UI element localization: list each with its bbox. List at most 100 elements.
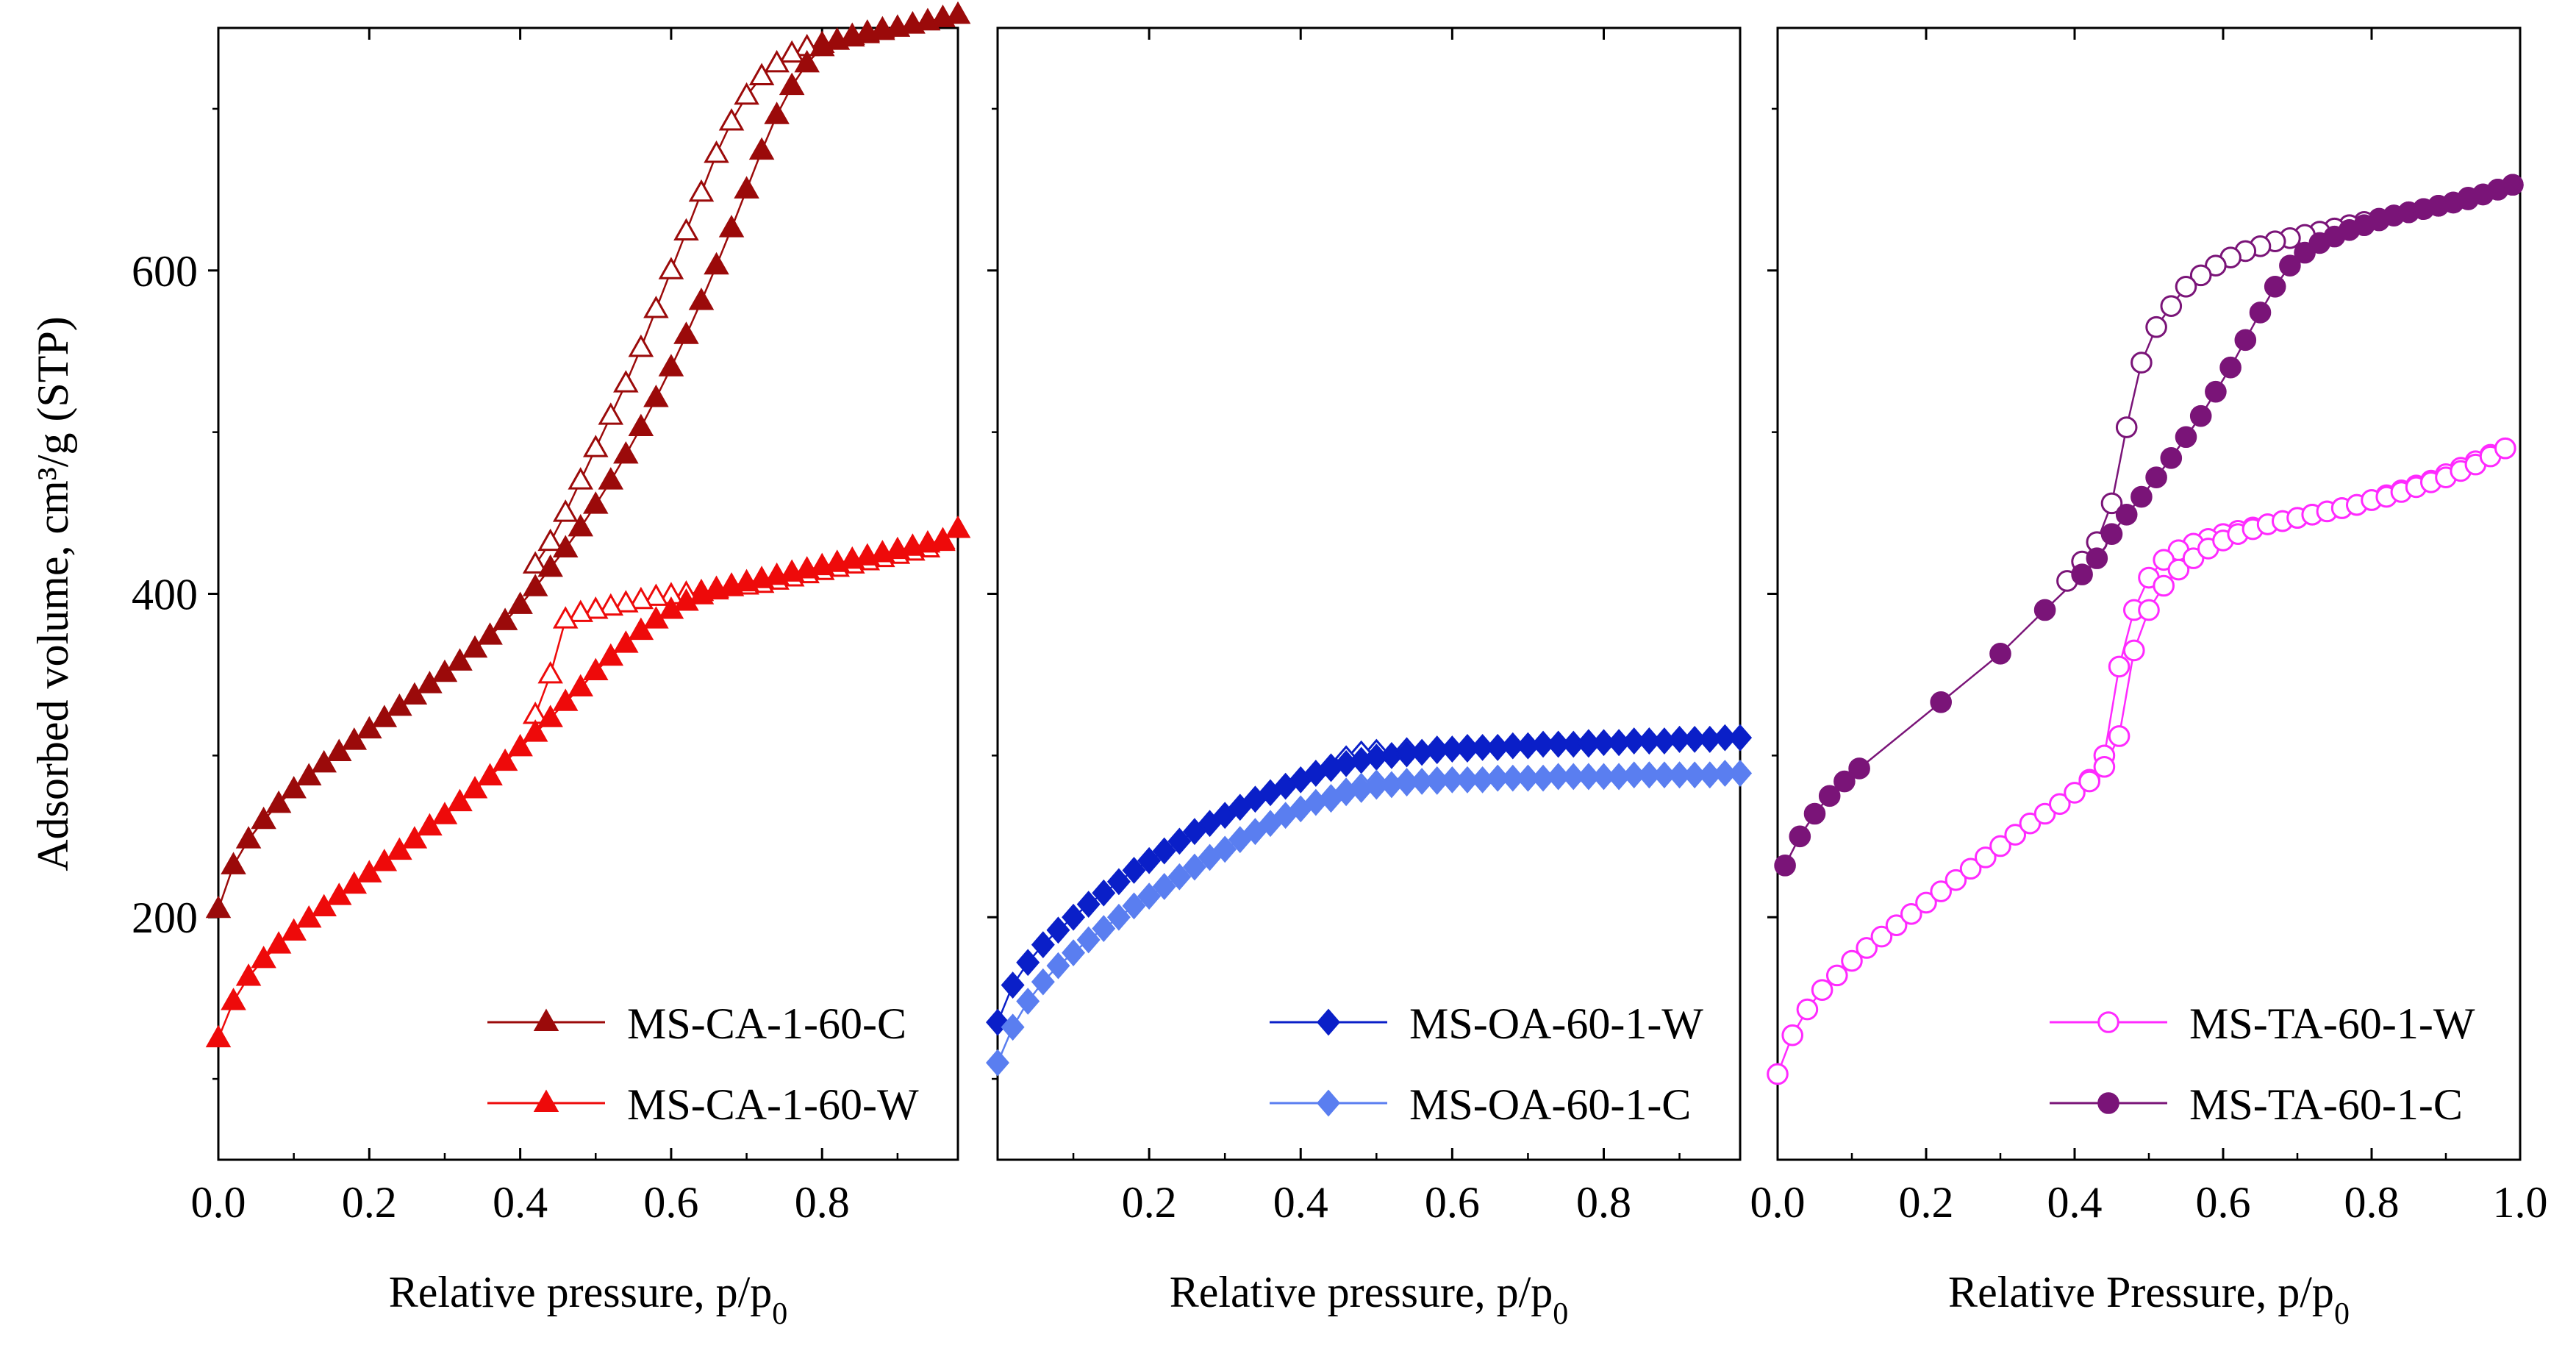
- legend-label: MS-OA-60-1-W: [1409, 999, 1703, 1048]
- adsorption-point: [945, 516, 971, 538]
- adsorption-point: [1944, 869, 1967, 891]
- adsorption-point: [2078, 770, 2100, 793]
- adsorption-point: [1152, 837, 1176, 865]
- adsorption-line: [1783, 184, 2514, 866]
- adsorption-point: [2100, 523, 2123, 545]
- adsorption-point: [417, 671, 443, 693]
- adsorption-point: [1841, 949, 1863, 972]
- y-tick-label: 200: [132, 894, 198, 942]
- adsorption-point: [598, 643, 624, 666]
- y-axis-title: Adsorbed volume, cm³/g (STP): [29, 316, 77, 871]
- x-tick-label: 0.6: [1425, 1178, 1480, 1227]
- adsorption-point: [462, 776, 488, 799]
- adsorption-line: [217, 528, 959, 1039]
- adsorption-point: [2160, 447, 2183, 469]
- adsorption-point: [417, 813, 443, 836]
- x-tick-label: 0.8: [2344, 1178, 2400, 1227]
- adsorption-point: [1106, 868, 1131, 896]
- series-MS-OA-60-1-W: [986, 724, 1752, 1036]
- adsorption-point: [1930, 691, 1952, 713]
- adsorption-point: [296, 763, 322, 785]
- desorption-point: [537, 660, 563, 684]
- adsorption-point: [1092, 879, 1116, 907]
- x-axis-title-subscript: 0: [1553, 1297, 1568, 1331]
- adsorption-point: [688, 288, 715, 310]
- adsorption-point: [2123, 639, 2145, 662]
- desorption-point: [2175, 275, 2197, 298]
- adsorption-point: [2033, 802, 2056, 825]
- adsorption-point: [2064, 782, 2086, 804]
- adsorption-point: [1803, 802, 1826, 825]
- series-MS-CA-1-60-C: [205, 1, 971, 919]
- adsorption-point: [1959, 857, 1982, 880]
- adsorption-point: [1930, 880, 1952, 902]
- adsorption-point: [2175, 426, 2197, 449]
- legend-label: MS-OA-60-1-C: [1409, 1080, 1691, 1129]
- adsorption-point: [432, 659, 458, 682]
- legend-label: MS-TA-60-1-C: [2189, 1080, 2463, 1129]
- adsorption-point: [1767, 1063, 1789, 1085]
- legend-marker: [1317, 1089, 1340, 1117]
- adsorption-point: [613, 630, 639, 653]
- adsorption-point: [1137, 882, 1162, 910]
- adsorption-point: [1728, 724, 1752, 752]
- desorption-point: [568, 599, 594, 622]
- adsorption-point: [492, 748, 518, 771]
- adsorption-point: [734, 176, 759, 199]
- adsorption-point: [507, 591, 533, 614]
- adsorption-point: [1826, 964, 1848, 987]
- adsorption-point: [1915, 891, 1937, 914]
- x-tick-label: 0.4: [493, 1178, 548, 1227]
- adsorption-point: [1122, 857, 1146, 884]
- adsorption-point: [341, 871, 368, 894]
- adsorption-point: [1774, 855, 1796, 877]
- adsorption-point: [1122, 892, 1146, 920]
- adsorption-point: [1016, 949, 1040, 977]
- adsorption-point: [1870, 925, 1893, 948]
- plot-frame: [1776, 26, 2522, 1161]
- adsorption-point: [281, 776, 307, 799]
- adsorption-point: [794, 49, 820, 73]
- adsorption-point: [1833, 770, 1856, 793]
- adsorption-point: [371, 705, 398, 727]
- legend: MS-CA-1-60-C MS-CA-1-60-W: [487, 999, 919, 1129]
- adsorption-point: [764, 101, 790, 124]
- adsorption-point: [2019, 812, 2042, 835]
- y-tick-label: 600: [132, 247, 198, 296]
- desorption-point: [2145, 315, 2167, 338]
- x-tick-label: 0.4: [1273, 1178, 1328, 1227]
- adsorption-point: [1076, 891, 1101, 919]
- desorption-point: [643, 583, 669, 606]
- adsorption-point: [221, 852, 246, 874]
- adsorption-point: [357, 860, 382, 882]
- adsorption-point: [1001, 971, 1025, 999]
- adsorption-point: [582, 491, 609, 514]
- x-tick-label: 0.6: [643, 1178, 698, 1227]
- adsorption-point: [447, 788, 473, 812]
- adsorption-point: [2153, 574, 2175, 597]
- desorption-point: [643, 296, 669, 318]
- adsorption-point: [1198, 810, 1222, 838]
- legend-marker: [2097, 1092, 2119, 1114]
- adsorption-point: [2494, 437, 2516, 460]
- adsorption-point: [341, 727, 368, 750]
- adsorption-point: [1811, 979, 1833, 1001]
- adsorption-point: [537, 554, 563, 577]
- adsorption-point: [1781, 1024, 1803, 1046]
- desorption-point: [598, 593, 624, 616]
- desorption-point: [582, 435, 609, 457]
- adsorption-point: [2219, 356, 2242, 379]
- x-tick-label: 0.2: [1122, 1178, 1177, 1227]
- legend-marker: [533, 1089, 559, 1112]
- adsorption-point: [1152, 873, 1176, 900]
- x-tick-label: 1.0: [2493, 1178, 2548, 1227]
- adsorption-point: [673, 321, 699, 344]
- plot-frame: [996, 26, 1742, 1161]
- desorption-point: [688, 179, 715, 202]
- adsorption-point: [2294, 241, 2316, 264]
- desorption-point: [628, 334, 654, 357]
- chart-panel-1: 0.0 0.2 0.4 0.6 0.8 200 400 600 Relative pressur…: [29, 1, 971, 1331]
- desorption-point: [522, 551, 548, 574]
- adsorption-point: [387, 693, 412, 716]
